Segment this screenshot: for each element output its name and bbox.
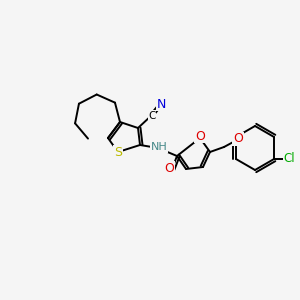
- Text: S: S: [114, 146, 122, 158]
- Text: Cl: Cl: [283, 152, 295, 166]
- Text: O: O: [164, 161, 174, 175]
- Text: C: C: [148, 111, 156, 121]
- Text: NH: NH: [151, 142, 167, 152]
- Text: O: O: [195, 130, 205, 142]
- Text: O: O: [233, 133, 243, 146]
- Text: N: N: [156, 98, 166, 110]
